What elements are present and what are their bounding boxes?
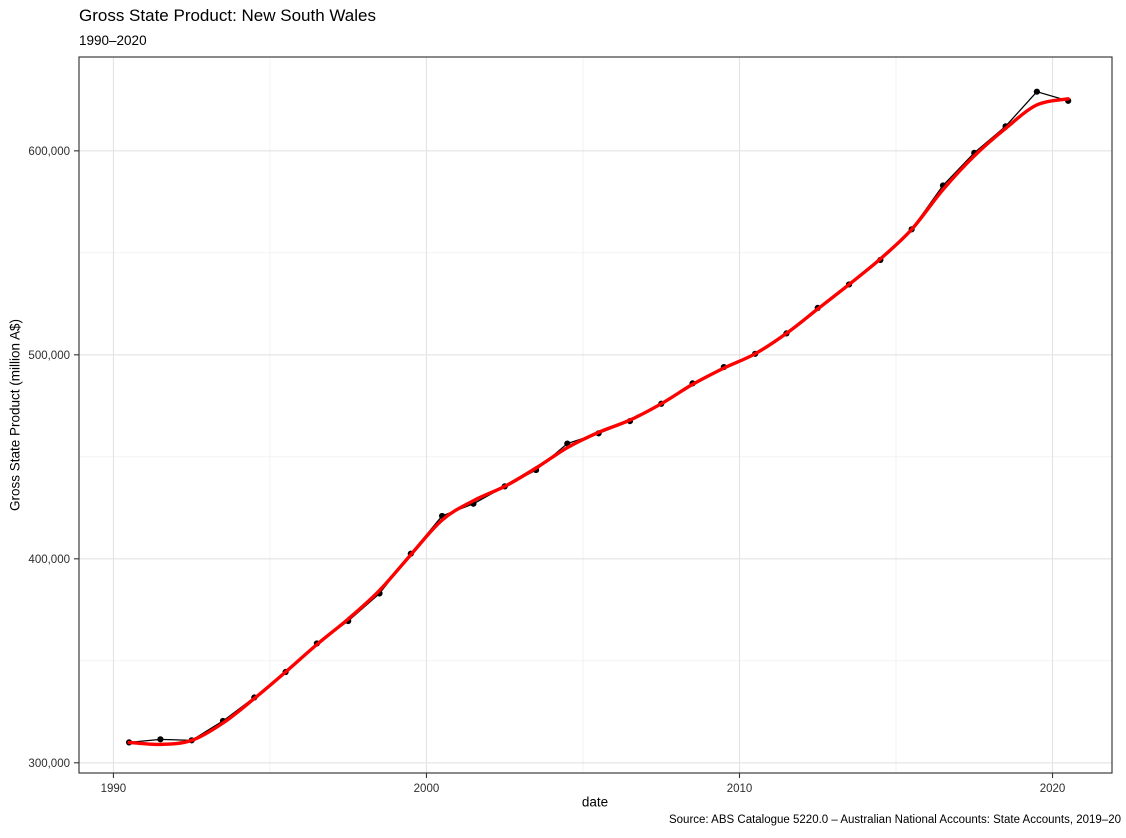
tick-marks [74, 150, 1054, 778]
x-tick-label: 2020 [1040, 783, 1066, 795]
chart-title: Gross State Product: New South Wales [79, 6, 376, 25]
data-point [157, 736, 164, 743]
chart-subtitle: 1990–2020 [79, 33, 147, 48]
data-point [1033, 88, 1040, 95]
y-axis-title: Gross State Product (million A$) [7, 318, 23, 512]
x-tick-label: 2000 [414, 783, 440, 795]
y-tick-label: 600,000 [28, 146, 70, 158]
source-caption: Source: ABS Catalogue 5220.0 – Australia… [668, 814, 1121, 826]
grid-major [79, 57, 1112, 773]
panel-border [78, 56, 1113, 774]
x-tick-label: 2010 [727, 783, 753, 795]
y-tick-label: 500,000 [28, 350, 70, 362]
smooth-line [127, 97, 1070, 747]
panel-background [79, 57, 1112, 773]
y-tick-labels: 300,000 400,000 500,000 600,000 [28, 146, 70, 770]
grid-minor [79, 57, 1112, 773]
x-tick-labels: 1990 2000 2010 2020 [101, 783, 1066, 795]
y-tick-label: 400,000 [28, 554, 70, 566]
x-tick-label: 1990 [101, 783, 127, 795]
x-axis-title: date [581, 794, 609, 810]
y-tick-label: 300,000 [28, 758, 70, 770]
